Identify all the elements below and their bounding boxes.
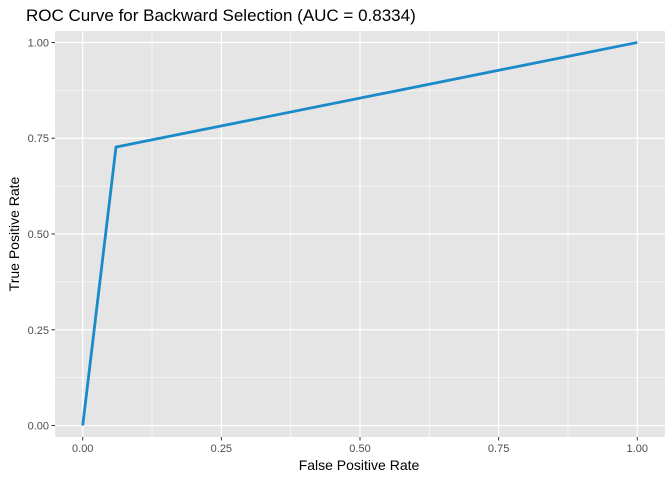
y-tick-label: 0.75 (28, 133, 49, 145)
grid-major (55, 31, 665, 437)
x-axis-ticks: 0.00 0.25 0.50 0.75 1.00 (72, 437, 648, 455)
y-tick-label: 0.25 (28, 325, 49, 337)
x-tick-label: 0.50 (349, 443, 370, 455)
series-layer (81, 41, 638, 426)
x-tick-label: 0.00 (72, 443, 93, 455)
roc-curve-line (81, 41, 638, 426)
y-axis-ticks: 0.00 0.25 0.50 0.75 1.00 (28, 37, 55, 433)
y-tick-label: 0.50 (28, 229, 49, 241)
x-tick-label: 0.25 (211, 443, 232, 455)
y-tick-label: 1.00 (28, 37, 49, 49)
x-axis-label: False Positive Rate (299, 457, 420, 473)
x-tick-label: 0.75 (488, 443, 509, 455)
y-axis-label: True Positive Rate (6, 176, 22, 291)
y-tick-label: 0.00 (28, 421, 49, 433)
chart-title: ROC Curve for Backward Selection (AUC = … (26, 6, 416, 25)
x-tick-label: 1.00 (627, 443, 648, 455)
